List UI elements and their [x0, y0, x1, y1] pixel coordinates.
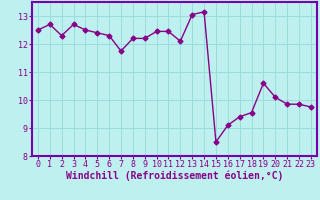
X-axis label: Windchill (Refroidissement éolien,°C): Windchill (Refroidissement éolien,°C)	[66, 171, 283, 181]
